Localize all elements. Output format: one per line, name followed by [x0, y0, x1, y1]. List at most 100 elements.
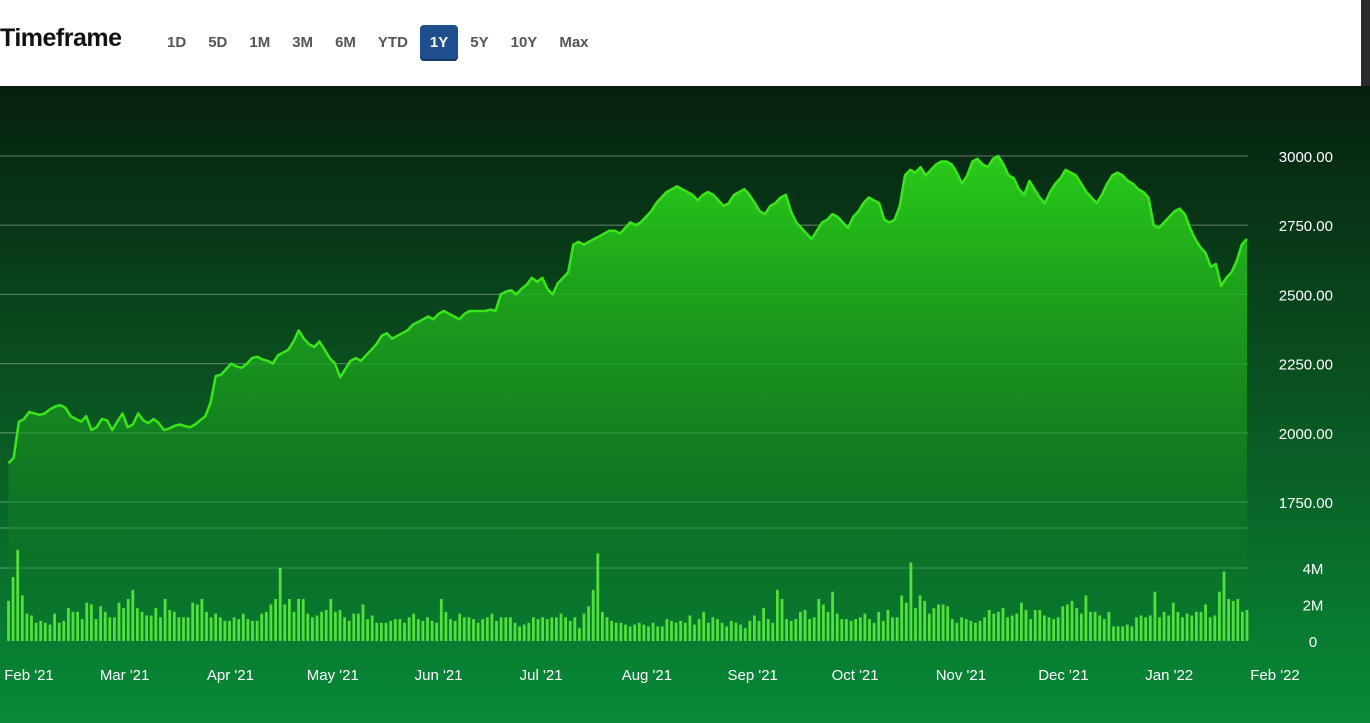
- volume-bar: [900, 595, 904, 641]
- volume-bar: [904, 602, 908, 641]
- volume-bar: [748, 620, 752, 641]
- volume-bar: [329, 599, 333, 641]
- timeframe-max-button[interactable]: Max: [559, 34, 589, 51]
- volume-bar: [380, 622, 383, 642]
- volume-bar: [679, 620, 683, 641]
- volume-bar: [1029, 619, 1032, 641]
- volume-bar: [48, 624, 52, 641]
- volume-bar: [140, 611, 144, 641]
- volume-bar: [937, 604, 940, 641]
- volume-bar: [877, 611, 881, 641]
- y-tick-label: 2000.00: [1279, 426, 1333, 443]
- volume-bar: [1038, 610, 1042, 641]
- x-tick-label: Aug '21: [622, 667, 672, 684]
- x-tick-label: Oct '21: [832, 667, 879, 684]
- volume-bar: [1024, 610, 1028, 641]
- volume-bar: [1116, 626, 1120, 641]
- volume-bar: [683, 622, 687, 642]
- volume-bar: [393, 619, 397, 641]
- volume-bar: [1231, 600, 1235, 641]
- volume-bar: [320, 611, 323, 641]
- timeframe-5d-button[interactable]: 5D: [208, 34, 228, 51]
- volume-bar: [283, 604, 287, 641]
- volume-bar: [80, 619, 84, 641]
- price-chart[interactable]: 3000.00 2750.00 2500.00 2250.00 2000.00 1750.…: [0, 86, 1370, 723]
- volume-bar: [886, 610, 890, 641]
- volume-bar: [697, 619, 701, 641]
- volume-bar: [923, 600, 927, 641]
- volume-bar: [1093, 611, 1097, 641]
- volume-bar: [338, 610, 342, 641]
- volume-bar: [1167, 615, 1171, 641]
- volume-tick-label: 4M: [1303, 561, 1324, 578]
- timeframe-ytd-button[interactable]: YTD: [377, 34, 408, 51]
- volume-bar: [665, 619, 669, 641]
- timeframe-1y-button[interactable]: 1Y: [419, 25, 459, 61]
- volume-bar: [1148, 615, 1152, 641]
- volume-bar: [292, 611, 296, 641]
- volume-bar: [771, 622, 775, 642]
- x-tick-label: Dec '21: [1038, 667, 1088, 684]
- timeframe-10y-button[interactable]: 10Y: [510, 34, 538, 51]
- volume-bar: [845, 619, 848, 641]
- volume-bar: [1098, 615, 1102, 641]
- volume-bar: [817, 599, 821, 641]
- timeframe-3m-button[interactable]: 3M: [292, 34, 314, 51]
- volume-bar: [637, 622, 641, 642]
- volume-bar: [716, 619, 719, 641]
- volume-bar: [863, 613, 867, 641]
- volume-bar: [370, 615, 374, 641]
- volume-bar: [614, 622, 618, 642]
- volume-bar: [1070, 600, 1074, 641]
- volume-bar: [688, 615, 692, 641]
- volume-bar: [416, 619, 420, 641]
- timeframe-1m-button[interactable]: 1M: [249, 34, 271, 51]
- volume-bar: [347, 620, 351, 641]
- volume-bar: [25, 613, 29, 641]
- volume-bar: [987, 610, 991, 641]
- volume-bar: [154, 608, 158, 641]
- volume-bar: [1102, 619, 1106, 641]
- volume-bar: [53, 613, 56, 641]
- volume-bar: [62, 620, 66, 641]
- volume-bar: [578, 628, 581, 641]
- volume-bar: [725, 626, 729, 641]
- volume-bar: [1158, 617, 1161, 641]
- volume-bar: [1056, 617, 1060, 641]
- volume-bar: [808, 619, 811, 641]
- timeframe-5y-button[interactable]: 5Y: [470, 34, 489, 51]
- volume-bar: [1033, 610, 1037, 641]
- volume-bar: [969, 620, 973, 641]
- volume-bar: [941, 604, 945, 641]
- y-tick-label: 1750.00: [1279, 495, 1333, 512]
- timeframe-6m-button[interactable]: 6M: [335, 34, 356, 51]
- volume-bar: [601, 611, 604, 641]
- volume-bar: [149, 615, 153, 641]
- volume-bar: [1208, 617, 1212, 641]
- volume-bar: [1061, 606, 1065, 641]
- volume-bar: [182, 617, 185, 641]
- volume-bar: [1043, 615, 1046, 641]
- volume-bar: [389, 620, 393, 641]
- x-tick-label: Apr '21: [207, 667, 254, 684]
- volume-bar: [223, 620, 227, 641]
- volume-bar: [550, 617, 554, 641]
- volume-bar: [858, 617, 862, 641]
- volume-bar: [909, 562, 913, 641]
- x-tick-label: Jun '21: [415, 667, 463, 684]
- volume-bar: [596, 553, 600, 641]
- y-tick-label: 2750.00: [1279, 218, 1333, 235]
- volume-bar: [518, 626, 521, 641]
- volume-bar: [527, 622, 531, 642]
- volume-bar: [113, 617, 116, 641]
- volume-bar: [964, 619, 968, 641]
- volume-bar: [237, 619, 241, 641]
- volume-bar: [30, 615, 33, 641]
- timeframe-1d-button[interactable]: 1D: [167, 34, 187, 51]
- volume-bar: [495, 620, 498, 641]
- volume-bar: [974, 622, 977, 642]
- volume-bar: [1130, 626, 1134, 641]
- volume-bar: [209, 617, 213, 641]
- volume-bar: [145, 615, 148, 641]
- volume-bar: [1176, 611, 1180, 641]
